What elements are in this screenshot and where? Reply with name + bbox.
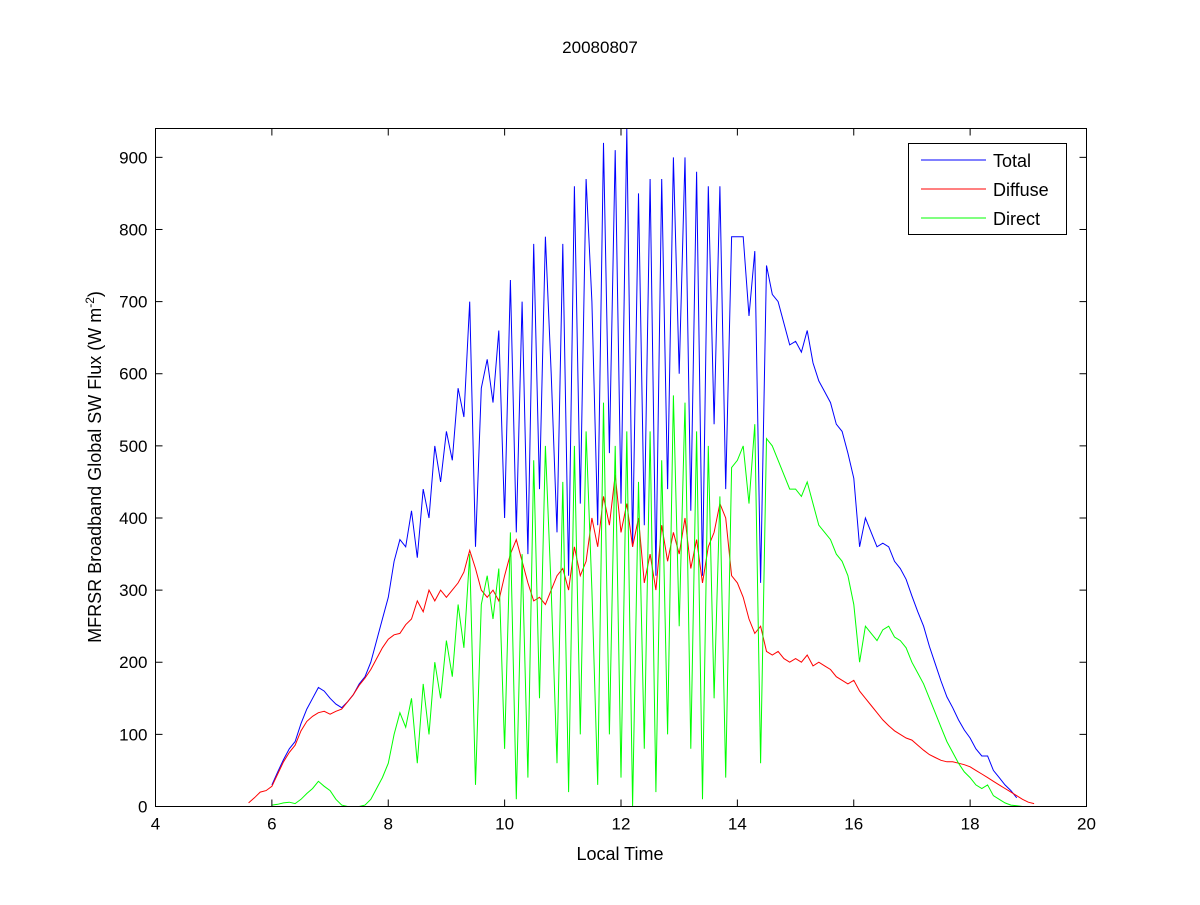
y-tick-label: 500 <box>119 437 147 456</box>
series-line-total <box>271 128 1018 799</box>
legend-label-direct: Direct <box>993 209 1040 229</box>
y-axis-label: MFRSR Broadband Global SW Flux (W m-2) <box>83 291 105 643</box>
y-tick-label: 0 <box>138 798 147 817</box>
legend-label-diffuse: Diffuse <box>993 180 1049 200</box>
x-tick-label: 4 <box>151 815 160 834</box>
x-tick-label: 6 <box>267 815 276 834</box>
y-tick-label: 100 <box>119 725 147 744</box>
chart-title: 20080807 <box>562 38 638 57</box>
legend: Total Diffuse Direct <box>908 143 1067 235</box>
y-tick-label: 700 <box>119 293 147 312</box>
x-tick-label: 20 <box>1077 815 1096 834</box>
series-layer <box>248 128 1035 807</box>
y-tick-label: 600 <box>119 365 147 384</box>
x-tick-label: 18 <box>961 815 980 834</box>
x-axis-label: Local Time <box>576 844 663 864</box>
y-tick-label: 300 <box>119 581 147 600</box>
x-tick-label: 10 <box>495 815 514 834</box>
x-tick-label: 14 <box>728 815 747 834</box>
x-tick-label: 8 <box>384 815 393 834</box>
x-tick-label: 12 <box>612 815 631 834</box>
y-axis-label-close: ) <box>85 291 105 297</box>
series-line-direct <box>271 395 1023 807</box>
series-line-diffuse <box>248 474 1035 805</box>
y-tick-label: 400 <box>119 509 147 528</box>
y-tick-label: 200 <box>119 653 147 672</box>
y-tick-label: 800 <box>119 220 147 239</box>
y-axis-label-main: MFRSR Broadband Global SW Flux (W m <box>85 308 105 643</box>
ticks: 4 6 8 10 12 14 16 18 200100200300400500600700800… <box>119 128 1096 834</box>
y-axis-label-sup: -2 <box>83 297 97 308</box>
legend-label-total: Total <box>993 151 1031 171</box>
x-tick-label: 16 <box>844 815 863 834</box>
y-tick-label: 900 <box>119 148 147 167</box>
